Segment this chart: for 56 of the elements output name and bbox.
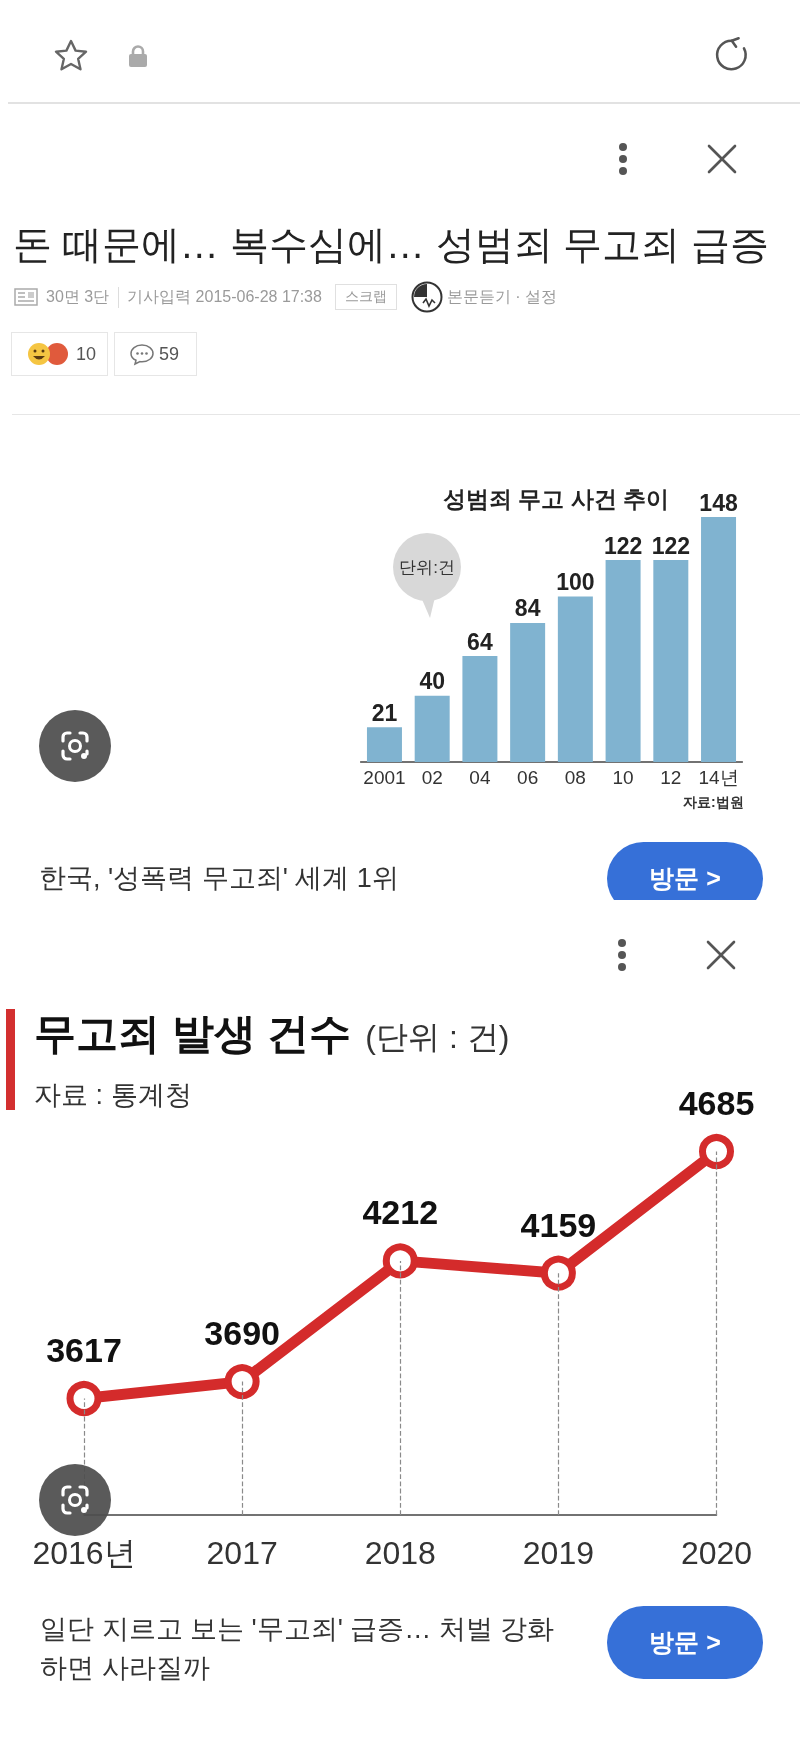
comment-button: 59 — [114, 332, 197, 376]
x-tick-label: 14년 — [698, 767, 739, 788]
chart-subtitle: (단위 : 건) — [365, 1018, 510, 1057]
data-label: 4685 — [678, 1084, 755, 1122]
x-tick-label: 2019 — [522, 1535, 594, 1571]
bar — [701, 517, 737, 762]
bar — [462, 656, 498, 762]
data-label: 3690 — [204, 1314, 280, 1353]
bar — [366, 727, 402, 762]
chart-title: 성범죄 무고 사건 추이 — [443, 486, 670, 514]
text: 일단 지르고 보는 '무고죄' 급증… 처벌 강화하면 사라질까 — [40, 1613, 556, 1685]
x-tick-label: 04 — [469, 767, 491, 788]
data-label: 122 — [651, 532, 690, 559]
x-tick-label: 08 — [564, 767, 586, 788]
data-label: 3617 — [46, 1330, 122, 1369]
bar — [510, 622, 546, 762]
data-label: 64 — [467, 628, 493, 655]
bar — [414, 695, 450, 762]
text: 돈 때문에… 복수심에… 성범죄 무고죄 급증 — [13, 221, 770, 268]
x-tick-label: 10 — [612, 767, 634, 788]
data-label: 4212 — [362, 1193, 439, 1232]
point — [699, 1134, 734, 1169]
text: 본문듣기 · 설정 — [446, 286, 558, 307]
reaction-button: 10 — [11, 332, 108, 376]
bar — [653, 560, 689, 762]
data-label: 84 — [514, 595, 541, 622]
text: 자료:법원 — [683, 793, 744, 811]
text: 한국, '성폭력 무고죄' 세계 1위 — [39, 861, 399, 895]
bar — [605, 560, 641, 762]
x-tick-label: 12 — [660, 767, 682, 788]
text: 30면 3단 — [46, 286, 110, 307]
point — [382, 1243, 418, 1279]
chart-title: 무고죄 발생 건수 — [34, 1009, 352, 1059]
data-label: 100 — [556, 568, 595, 595]
x-tick-label: 2001 — [363, 767, 406, 788]
x-tick-label: 2020 — [680, 1535, 753, 1571]
point — [66, 1381, 102, 1416]
point — [224, 1364, 260, 1400]
point — [540, 1255, 576, 1291]
visit-button: 방문 > — [607, 1606, 763, 1679]
x-tick-label: 2018 — [364, 1535, 436, 1571]
x-tick-label: 06 — [517, 767, 539, 788]
x-tick-label: 2017 — [206, 1535, 278, 1571]
bar — [557, 596, 593, 762]
annotation: 단위:건 — [399, 556, 455, 579]
data-label: 4159 — [520, 1205, 597, 1244]
visit-button: 방문 > — [607, 842, 763, 900]
text: 자료 : 통계청 — [34, 1078, 192, 1112]
data-label: 21 — [371, 699, 398, 726]
scrap-button: 스크랩 — [334, 284, 397, 310]
data-label: 40 — [419, 668, 445, 695]
x-tick-label: 2016년 — [32, 1535, 136, 1571]
x-tick-label: 02 — [421, 767, 443, 788]
data-label: 148 — [699, 489, 738, 516]
data-label: 122 — [603, 532, 643, 559]
text: 기사입력 2015-06-28 17:38 — [118, 286, 322, 308]
